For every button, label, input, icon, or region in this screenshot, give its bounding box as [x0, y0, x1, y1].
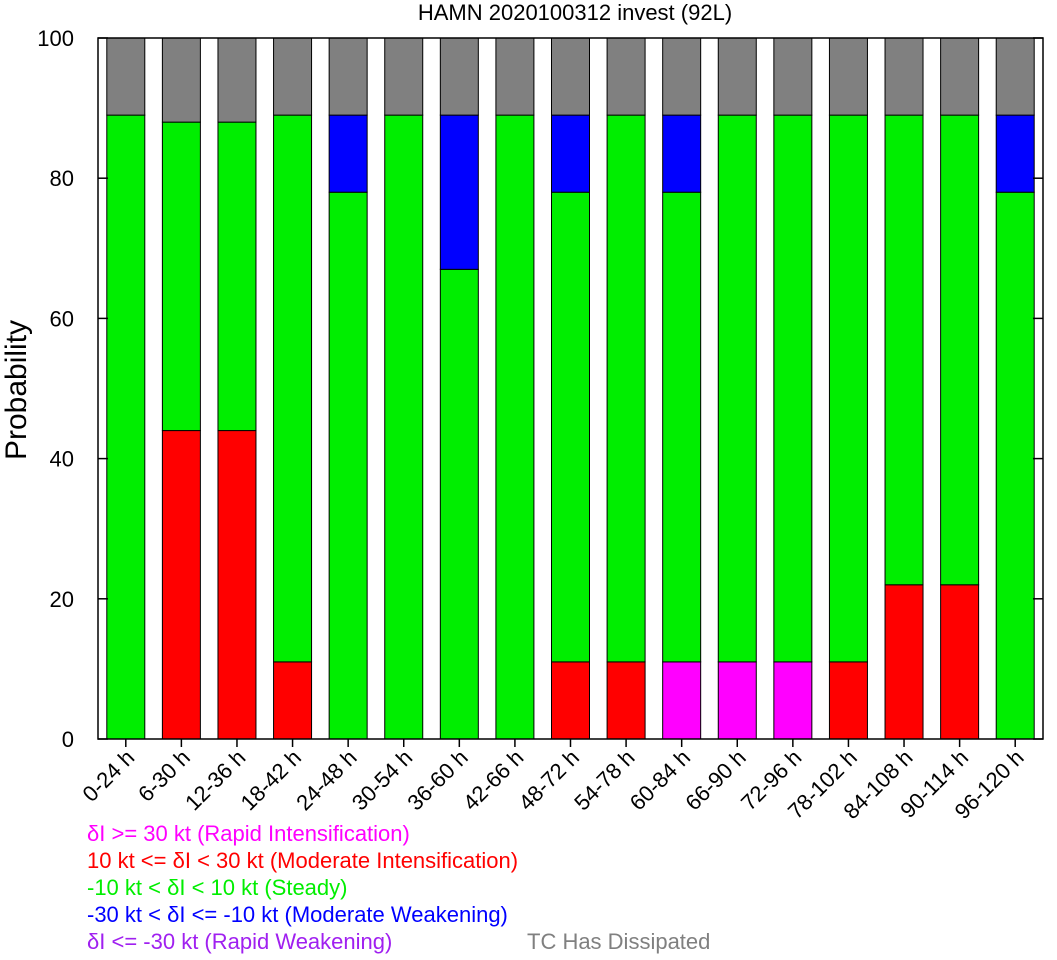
bar-segment-mi-1 — [161, 430, 201, 740]
bar-segment-dissipated-1 — [161, 37, 201, 123]
bar-segment-dissipated-7 — [495, 37, 535, 116]
bar-segment-steady-1 — [161, 121, 201, 432]
bar-segment-dissipated-15 — [940, 37, 980, 116]
bar-segment-dissipated-8 — [551, 37, 590, 116]
x-tick-label: 48-72 h — [514, 745, 584, 815]
bar-segment-dissipated-2 — [217, 37, 257, 123]
x-tick-label: 36-60 h — [402, 745, 472, 815]
x-tick-label: 18-42 h — [236, 745, 306, 815]
bar-segment-dissipated-3 — [273, 37, 313, 116]
bar-segment-dissipated-10 — [662, 37, 702, 116]
bar-segment-mw-6 — [439, 114, 479, 270]
y-axis-label: Probability — [0, 320, 33, 460]
bar-segment-dissipated-12 — [773, 37, 813, 116]
bars-group — [106, 37, 1035, 740]
bar-segment-mw-16 — [995, 114, 1035, 193]
legend-entry-4: δI <= -30 kt (Rapid Weakening) — [87, 929, 393, 954]
bar-segment-mi-14 — [884, 584, 924, 740]
bar-segment-ri-10 — [662, 661, 702, 740]
bar-segment-mi-9 — [606, 661, 646, 740]
bar-segment-mw-10 — [662, 114, 702, 193]
bar-segment-dissipated-0 — [106, 37, 146, 116]
bar-segment-mw-4 — [328, 114, 368, 193]
bar-segment-steady-7 — [495, 114, 535, 740]
bar-segment-steady-13 — [828, 114, 868, 663]
bar-segment-steady-8 — [551, 191, 590, 663]
x-tick-label: 12-36 h — [180, 745, 250, 815]
bar-segment-ri-11 — [717, 661, 757, 740]
x-tick-label: 42-66 h — [458, 745, 528, 815]
legend-entry-3: -30 kt < δI <= -10 kt (Moderate Weakenin… — [87, 902, 508, 927]
bar-segment-mi-2 — [217, 430, 257, 740]
bar-segment-steady-3 — [273, 114, 313, 663]
x-tick-label: 54-78 h — [569, 745, 639, 815]
y-tick-label: 40 — [50, 447, 74, 472]
bar-segment-dissipated-9 — [606, 37, 646, 116]
bar-segment-dissipated-16 — [995, 37, 1035, 116]
bar-segment-mi-15 — [940, 584, 980, 740]
bar-segment-mi-13 — [828, 661, 868, 740]
x-tick-label: 66-90 h — [680, 745, 750, 815]
y-tick-label: 80 — [50, 166, 74, 191]
y-tick-label: 60 — [50, 306, 74, 331]
bar-segment-dissipated-11 — [717, 37, 757, 116]
x-tick-label: 0-24 h — [78, 745, 140, 807]
bar-segment-dissipated-5 — [384, 37, 424, 116]
x-tick-label: 60-84 h — [625, 745, 695, 815]
legend-entry-1: 10 kt <= δI < 30 kt (Moderate Intensific… — [87, 848, 519, 873]
bar-segment-steady-12 — [773, 114, 813, 663]
y-tick-label: 20 — [50, 587, 74, 612]
bar-segment-steady-0 — [106, 114, 146, 740]
bar-segment-steady-15 — [940, 114, 980, 586]
bar-segment-dissipated-4 — [328, 37, 368, 116]
bar-segment-steady-11 — [717, 114, 757, 663]
x-tick-label: 30-54 h — [347, 745, 417, 815]
bar-segment-steady-10 — [662, 191, 702, 663]
bar-segment-mw-8 — [551, 114, 590, 193]
bar-segment-dissipated-14 — [884, 37, 924, 116]
bar-segment-steady-4 — [328, 191, 368, 740]
bar-segment-steady-2 — [217, 121, 257, 432]
bar-segment-steady-14 — [884, 114, 924, 586]
bar-segment-steady-16 — [995, 191, 1035, 740]
chart-title: HAMN 2020100312 invest (92L) — [418, 0, 732, 25]
bar-segment-dissipated-6 — [439, 37, 479, 116]
bar-segment-steady-5 — [384, 114, 424, 740]
y-tick-label: 0 — [62, 727, 74, 752]
y-tick-label: 100 — [37, 26, 74, 51]
bar-segment-mi-8 — [551, 661, 590, 740]
bar-segment-steady-6 — [439, 268, 479, 740]
bar-segment-mi-3 — [273, 661, 313, 740]
bar-segment-dissipated-13 — [828, 37, 868, 116]
legend-entry-0: δI >= 30 kt (Rapid Intensification) — [87, 821, 410, 846]
bar-segment-steady-9 — [606, 114, 646, 663]
legend-entry-5: TC Has Dissipated — [527, 929, 711, 954]
legend-entry-2: -10 kt < δI < 10 kt (Steady) — [87, 875, 348, 900]
bar-segment-ri-12 — [773, 661, 813, 740]
x-tick-label: 24-48 h — [291, 745, 361, 815]
